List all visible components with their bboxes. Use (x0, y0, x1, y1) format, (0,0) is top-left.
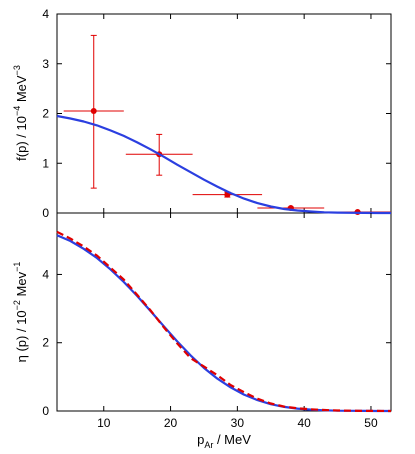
ytick-label: 2 (42, 107, 49, 121)
xtick-label: 10 (97, 416, 111, 430)
top-ylabel: f(p) / 10−4 MeV−3 (12, 65, 29, 161)
dashed-series-line (56, 230, 392, 413)
xtick-label: 40 (297, 416, 311, 430)
series-line (56, 234, 391, 413)
top-panel-frame (56, 13, 392, 214)
xtick-label: 30 (231, 416, 245, 430)
ytick-label: 3 (42, 57, 49, 71)
ytick-label: 2 (42, 336, 49, 350)
series-line (56, 114, 391, 215)
xtick-label: 50 (364, 416, 378, 430)
bottom-ylabel: η (p) / 10−2 Mev−1 (12, 262, 29, 363)
ytick-label: 0 (42, 404, 49, 418)
ytick-label: 0 (42, 206, 49, 220)
ytick-label: 1 (42, 156, 49, 170)
data-point (90, 108, 97, 115)
ytick-label: 4 (42, 7, 49, 21)
xtick-label: 20 (164, 416, 178, 430)
bottom-panel-frame (56, 212, 392, 412)
ytick-label: 4 (42, 267, 49, 281)
xlabel: pAr / MeV (197, 432, 251, 450)
